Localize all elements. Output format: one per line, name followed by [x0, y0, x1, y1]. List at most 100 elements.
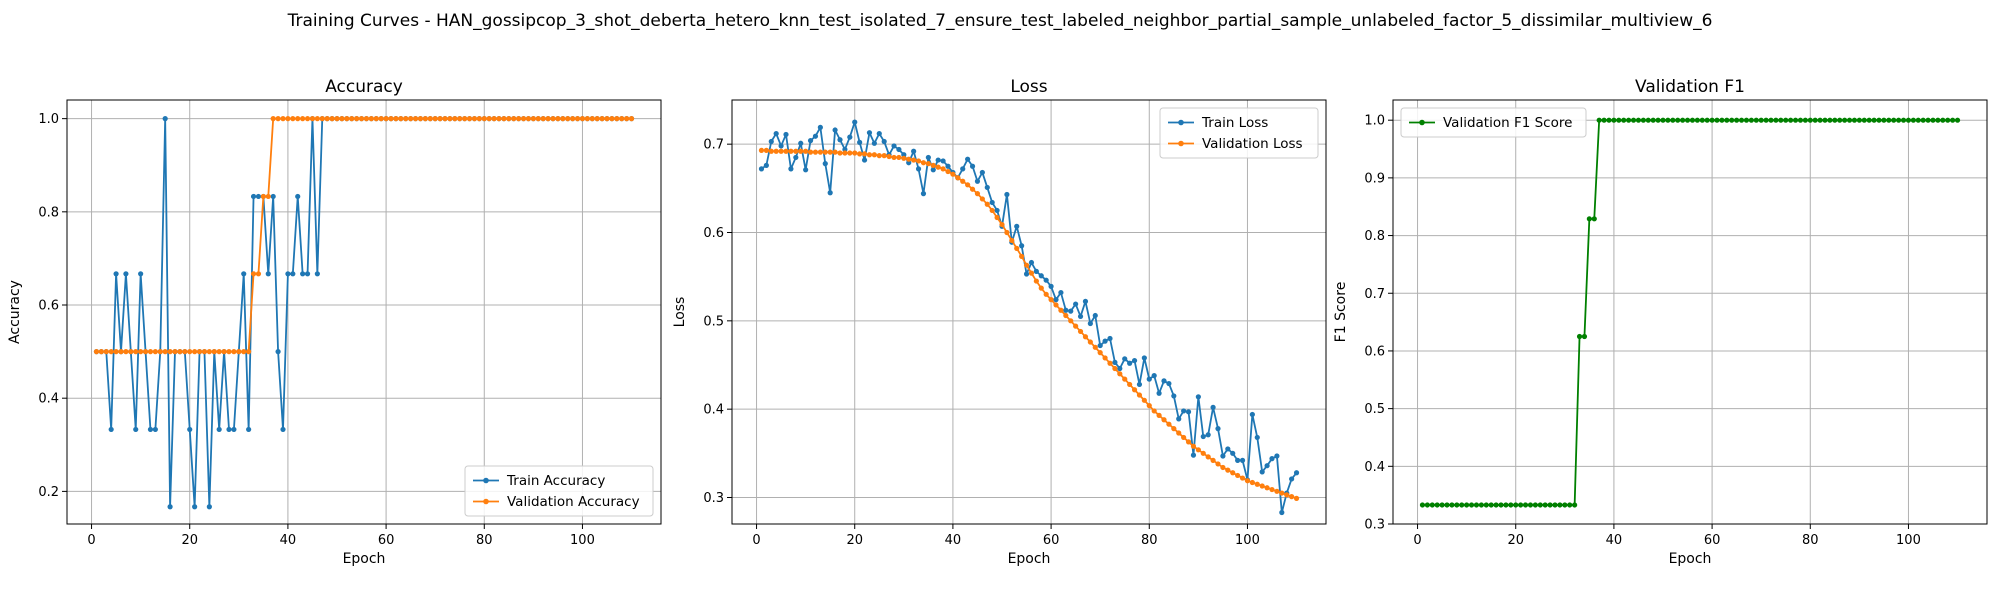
y-tick-label: 0.6 [703, 226, 724, 241]
validation-accuracy-point [466, 116, 473, 122]
x-tick-label: 20 [181, 533, 198, 548]
validation-loss-point [1239, 475, 1246, 481]
validation-loss-point [1181, 434, 1187, 441]
validation-loss-point [1195, 447, 1201, 453]
validation-f1-score-point [1689, 117, 1696, 123]
train-loss-point [1122, 356, 1128, 362]
train-loss-point [1073, 301, 1079, 307]
validation-accuracy-point [437, 116, 443, 122]
validation-accuracy-point [236, 349, 242, 355]
validation-loss-point [979, 196, 985, 202]
validation-f1-score-point [1763, 117, 1769, 123]
validation-f1-score-point [1783, 117, 1789, 123]
train-loss-point [881, 138, 887, 145]
validation-loss-point [1038, 285, 1044, 291]
validation-accuracy-point [614, 116, 620, 122]
y-tick-label: 0.4 [38, 392, 59, 407]
train-accuracy-point [113, 271, 119, 277]
validation-loss-point [783, 148, 789, 154]
panel-title: Loss [1010, 77, 1047, 97]
validation-loss-point [1190, 443, 1197, 449]
validation-loss-point [803, 148, 809, 154]
validation-loss-point [1077, 328, 1084, 335]
train-accuracy-point [280, 426, 286, 433]
validation-loss-point [989, 207, 995, 214]
y-tick-label: 0.3 [703, 491, 724, 506]
validation-f1-score-point [1876, 117, 1882, 123]
train-accuracy-point [192, 504, 198, 510]
validation-accuracy-point [368, 116, 374, 122]
validation-loss-point [930, 162, 936, 168]
validation-loss-point [1014, 245, 1020, 251]
train-loss-point [1259, 469, 1265, 475]
train-loss-point [920, 191, 927, 197]
validation-accuracy-point [216, 349, 222, 355]
validation-f1-score-point [1508, 502, 1514, 508]
train-accuracy-point [265, 271, 271, 277]
validation-loss-point [969, 186, 976, 192]
train-loss-point [798, 140, 804, 146]
validation-accuracy-point [358, 116, 365, 122]
legend-label: Validation F1 Score [1443, 115, 1572, 131]
x-tick-label: 0 [752, 533, 760, 548]
validation-loss-point [901, 155, 907, 161]
validation-loss-point [1087, 339, 1093, 345]
validation-accuracy-point [182, 349, 188, 355]
legend-box [464, 465, 654, 517]
validation-f1-score-point [1630, 117, 1637, 123]
train-loss-point [1151, 373, 1157, 379]
validation-accuracy-point [560, 116, 566, 122]
train-loss-point [974, 178, 981, 184]
validation-accuracy-point [555, 116, 561, 122]
validation-loss-point [1028, 270, 1035, 276]
validation-accuracy-point [157, 349, 163, 355]
x-tick-label: 40 [1606, 533, 1623, 548]
validation-accuracy-point [452, 116, 458, 122]
validation-accuracy-point [545, 116, 551, 122]
train-accuracy-point [255, 193, 262, 200]
validation-accuracy-point [309, 116, 316, 122]
validation-accuracy-point [388, 116, 394, 122]
train-loss-point [969, 163, 976, 169]
train-accuracy-point [285, 271, 291, 277]
validation-loss-point [935, 164, 941, 170]
validation-loss-point [1151, 408, 1157, 414]
train-loss-point [1131, 357, 1138, 364]
legend-marker-swatch [483, 498, 489, 505]
validation-loss-point [866, 152, 873, 158]
validation-accuracy-point [417, 116, 424, 122]
train-loss-point [1082, 298, 1089, 304]
validation-loss-point [1230, 470, 1236, 476]
validation-accuracy-point [138, 349, 144, 355]
validation-f1-score-point [1812, 117, 1818, 123]
validation-accuracy-point [506, 116, 512, 122]
validation-f1-score-point [1915, 117, 1921, 123]
validation-loss-point [925, 161, 931, 167]
x-tick-label: 60 [1704, 533, 1721, 548]
validation-loss-point [773, 148, 779, 154]
validation-accuracy-point [133, 349, 139, 355]
validation-loss-point [1107, 360, 1113, 366]
validation-accuracy-point [565, 116, 571, 122]
validation-f1-score-point [1817, 117, 1823, 123]
validation-f1-score-point [1871, 117, 1877, 123]
x-axis-label: Epoch [1669, 551, 1712, 567]
validation-loss-point [1048, 297, 1054, 303]
train-loss-point [768, 138, 774, 145]
train-loss-point [1156, 390, 1162, 396]
validation-accuracy-point [422, 116, 428, 122]
validation-f1-score-point [1773, 117, 1779, 123]
validation-f1-score-point [1842, 117, 1848, 123]
validation-f1-score-point [1434, 502, 1440, 508]
validation-f1-score-point [1586, 216, 1592, 222]
train-loss-point [1136, 381, 1143, 388]
validation-accuracy-point [486, 116, 492, 122]
validation-loss-point [1171, 426, 1177, 432]
validation-loss-point [817, 149, 823, 155]
loss-panel: 0 20 40 60 80 100 0.3 0.4 0.5 0.6 0.7 Loss Epoch Loss… [672, 77, 1327, 567]
validation-f1-score-point [1552, 502, 1558, 508]
validation-f1-score-point [1768, 117, 1774, 123]
x-tick-label: 20 [1507, 533, 1524, 548]
validation-f1-score-point [1424, 502, 1430, 508]
validation-loss-point [1131, 387, 1138, 393]
